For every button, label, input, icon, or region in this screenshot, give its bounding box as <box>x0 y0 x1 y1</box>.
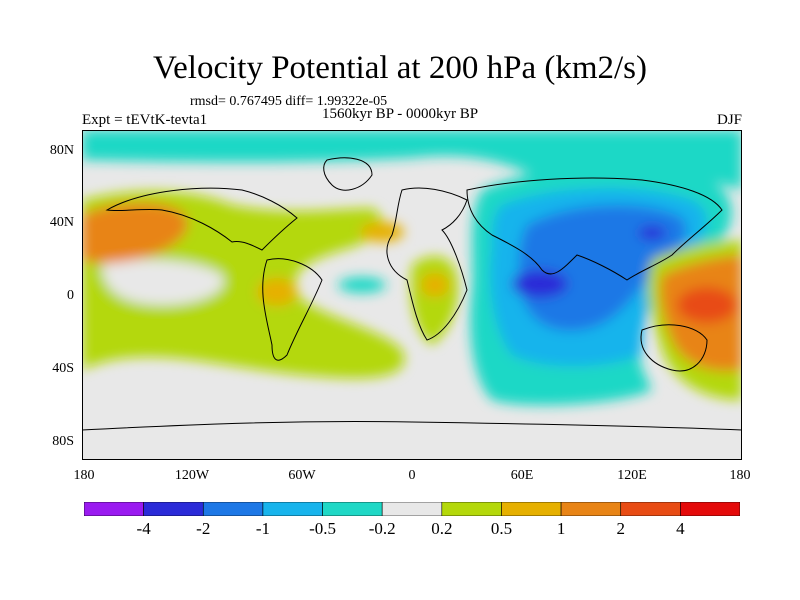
greenland-coast <box>323 157 373 191</box>
colorbar-label: -0.5 <box>309 519 336 538</box>
lat-tick-80s: 80S <box>52 434 74 449</box>
colorbar-cell <box>262 502 323 516</box>
asia-coast <box>466 177 723 281</box>
colorbar-label: -1 <box>255 519 270 538</box>
south-america-coast <box>262 258 323 361</box>
antarctica-coast <box>82 421 742 431</box>
lat-tick-40s: 40S <box>52 361 74 376</box>
colorbar-cell <box>322 502 383 516</box>
lat-tick-0: 0 <box>67 288 74 303</box>
andes-positive <box>257 278 297 306</box>
colorbar-label: -2 <box>196 519 211 538</box>
indian-ocean-minimum <box>512 270 568 298</box>
colorbar-cell <box>84 502 144 516</box>
lon-tick-0: 0 <box>408 468 416 483</box>
colorbar-cell <box>680 502 740 516</box>
colorbar-cell <box>143 502 204 516</box>
colorbar-label: 2 <box>616 519 625 538</box>
map-frame <box>82 130 742 460</box>
lon-tick-180e: 180 <box>729 468 751 483</box>
west-pacific-positive <box>82 202 188 264</box>
experiment-label: Expt = tEVtK-tevta1 <box>82 112 208 128</box>
europe-africa-coast <box>386 187 468 341</box>
north-america-coast <box>105 187 298 251</box>
lon-tick-60e: 60E <box>510 468 534 483</box>
contour-fill-layer <box>82 130 742 406</box>
colorbar-cells <box>84 502 740 516</box>
lat-tick-40n: 40N <box>49 215 74 230</box>
colorbar <box>84 502 740 516</box>
colorbar-cell <box>441 502 502 516</box>
australia-coast <box>640 324 708 372</box>
colorbar-cell <box>560 502 622 516</box>
lat-tick-80n: 80N <box>49 143 74 158</box>
lon-tick-120e: 120E <box>617 468 647 483</box>
arctic-negative-band <box>82 130 742 190</box>
colorbar-label: 0.5 <box>490 519 513 538</box>
colorbar-label: -0.2 <box>368 519 396 538</box>
colorbar-label: 4 <box>676 519 685 538</box>
stats-text: rmsd= 0.767495 diff= 1.99322e-05 <box>190 94 388 109</box>
lon-tick-60w: 60W <box>288 468 316 483</box>
colorbar-cell <box>620 502 681 516</box>
coastlines <box>82 157 742 431</box>
colorbar-cell <box>501 502 562 516</box>
pacific-mid-white <box>102 259 224 305</box>
atlantic-negative <box>338 277 386 293</box>
lon-tick-180w: 180 <box>73 468 95 483</box>
sahara-positive <box>360 222 404 242</box>
colorbar-cell <box>202 502 264 516</box>
west-pacific-maximum <box>677 287 737 323</box>
velocity-potential-map <box>82 130 742 460</box>
colorbar-label: 1 <box>556 519 566 538</box>
japan-minimum <box>638 226 666 240</box>
lon-tick-120w: 120W <box>174 468 210 483</box>
time-range-subtitle: 1560kyr BP - 0000kyr BP <box>321 106 479 122</box>
season-label: DJF <box>716 112 742 128</box>
colorbar-label: -4 <box>136 519 151 538</box>
colorbar-label: 0.2 <box>431 519 453 538</box>
plot-title: Velocity Potential at 200 hPa (km2/s) <box>152 50 648 86</box>
colorbar-cell <box>381 502 443 516</box>
africa-core <box>421 273 449 297</box>
